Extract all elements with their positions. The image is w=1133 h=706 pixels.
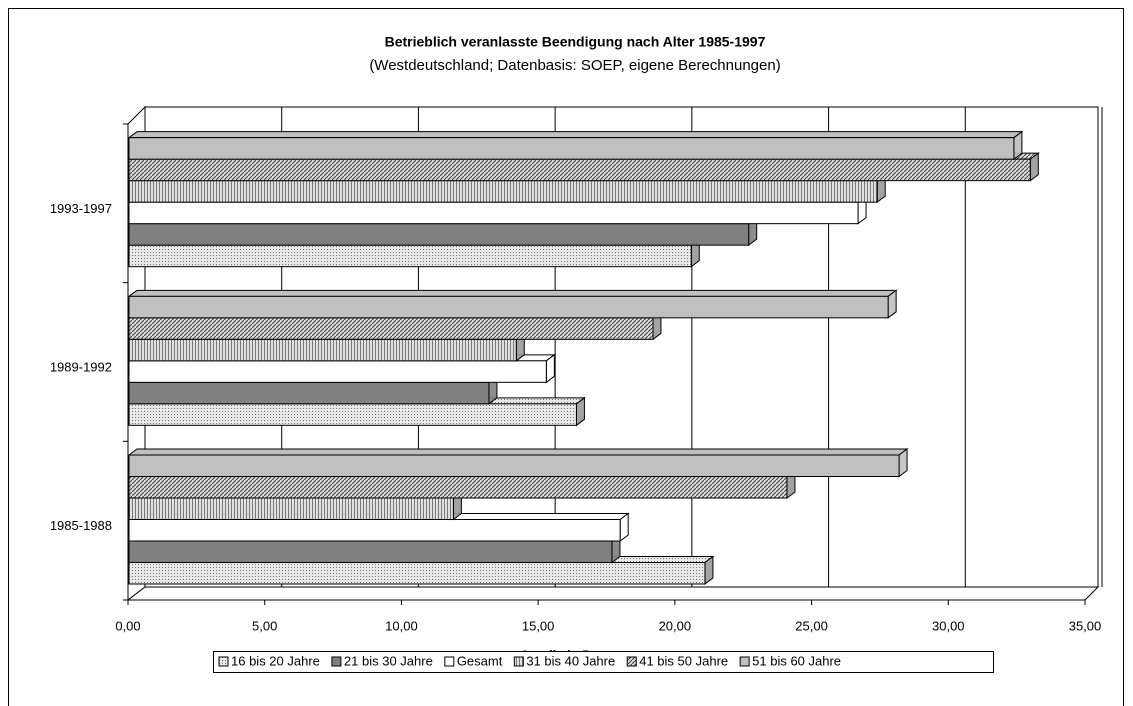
bar-front (128, 381, 490, 405)
bar-top (127, 448, 909, 456)
bar-front (128, 360, 547, 383)
chart-subtitle: (Westdeutschland; Datenbasis: SOEP, eige… (369, 57, 780, 74)
bar (127, 448, 909, 478)
bar-top (127, 289, 898, 297)
legend-label: 31 bis 40 Jahre (526, 653, 615, 668)
legend-label: Gesamt (457, 653, 503, 668)
bar-front (128, 562, 706, 585)
bar-front (128, 317, 654, 340)
x-tick-label: 15,00 (522, 618, 555, 633)
bar-front (128, 540, 613, 563)
x-tick-label: 5,00 (252, 618, 277, 633)
x-tick-label: 0,00 (115, 618, 140, 633)
bar (127, 130, 1024, 161)
bar-front (128, 338, 517, 362)
bar-front (128, 519, 621, 542)
legend (213, 651, 994, 673)
legend-swatch (513, 656, 524, 667)
bar-top (127, 131, 1024, 139)
bar-front (128, 158, 1031, 182)
x-tick-label: 10,00 (385, 618, 418, 633)
bar-front (128, 244, 692, 268)
bar-front (128, 201, 859, 225)
x-tick-label: 35,00 (1069, 618, 1102, 633)
x-tick-label: 25,00 (795, 618, 828, 633)
bar-front (128, 403, 577, 426)
legend-swatch (739, 656, 750, 667)
legend-swatch (218, 656, 229, 667)
bar (127, 289, 898, 319)
legend-label: 21 bis 30 Jahre (344, 653, 433, 668)
legend-swatch (626, 656, 637, 667)
x-tick-label: 20,00 (659, 618, 692, 633)
y-tick-label: 1993-1997 (50, 201, 112, 216)
legend-label: 51 bis 60 Jahre (752, 653, 841, 668)
legend-label: 41 bis 50 Jahre (639, 653, 728, 668)
bar-front (128, 497, 454, 520)
bar-front (128, 180, 878, 203)
bar-front (128, 295, 889, 319)
x-tick-label: 30,00 (932, 618, 965, 633)
bar-front (128, 223, 750, 246)
y-tick-label: 1985-1988 (50, 518, 112, 533)
bar-front (128, 454, 900, 477)
floor (126, 586, 1100, 601)
chart-title: Betrieblich veranlasste Beendigung nach … (385, 34, 766, 50)
y-tick-label: 1989-1992 (50, 359, 112, 374)
legend-swatch (444, 656, 455, 667)
bar-front (128, 476, 788, 499)
legend-swatch (331, 656, 342, 667)
legend-label: 16 bis 20 Jahre (231, 653, 320, 668)
bar-front (128, 137, 1015, 160)
